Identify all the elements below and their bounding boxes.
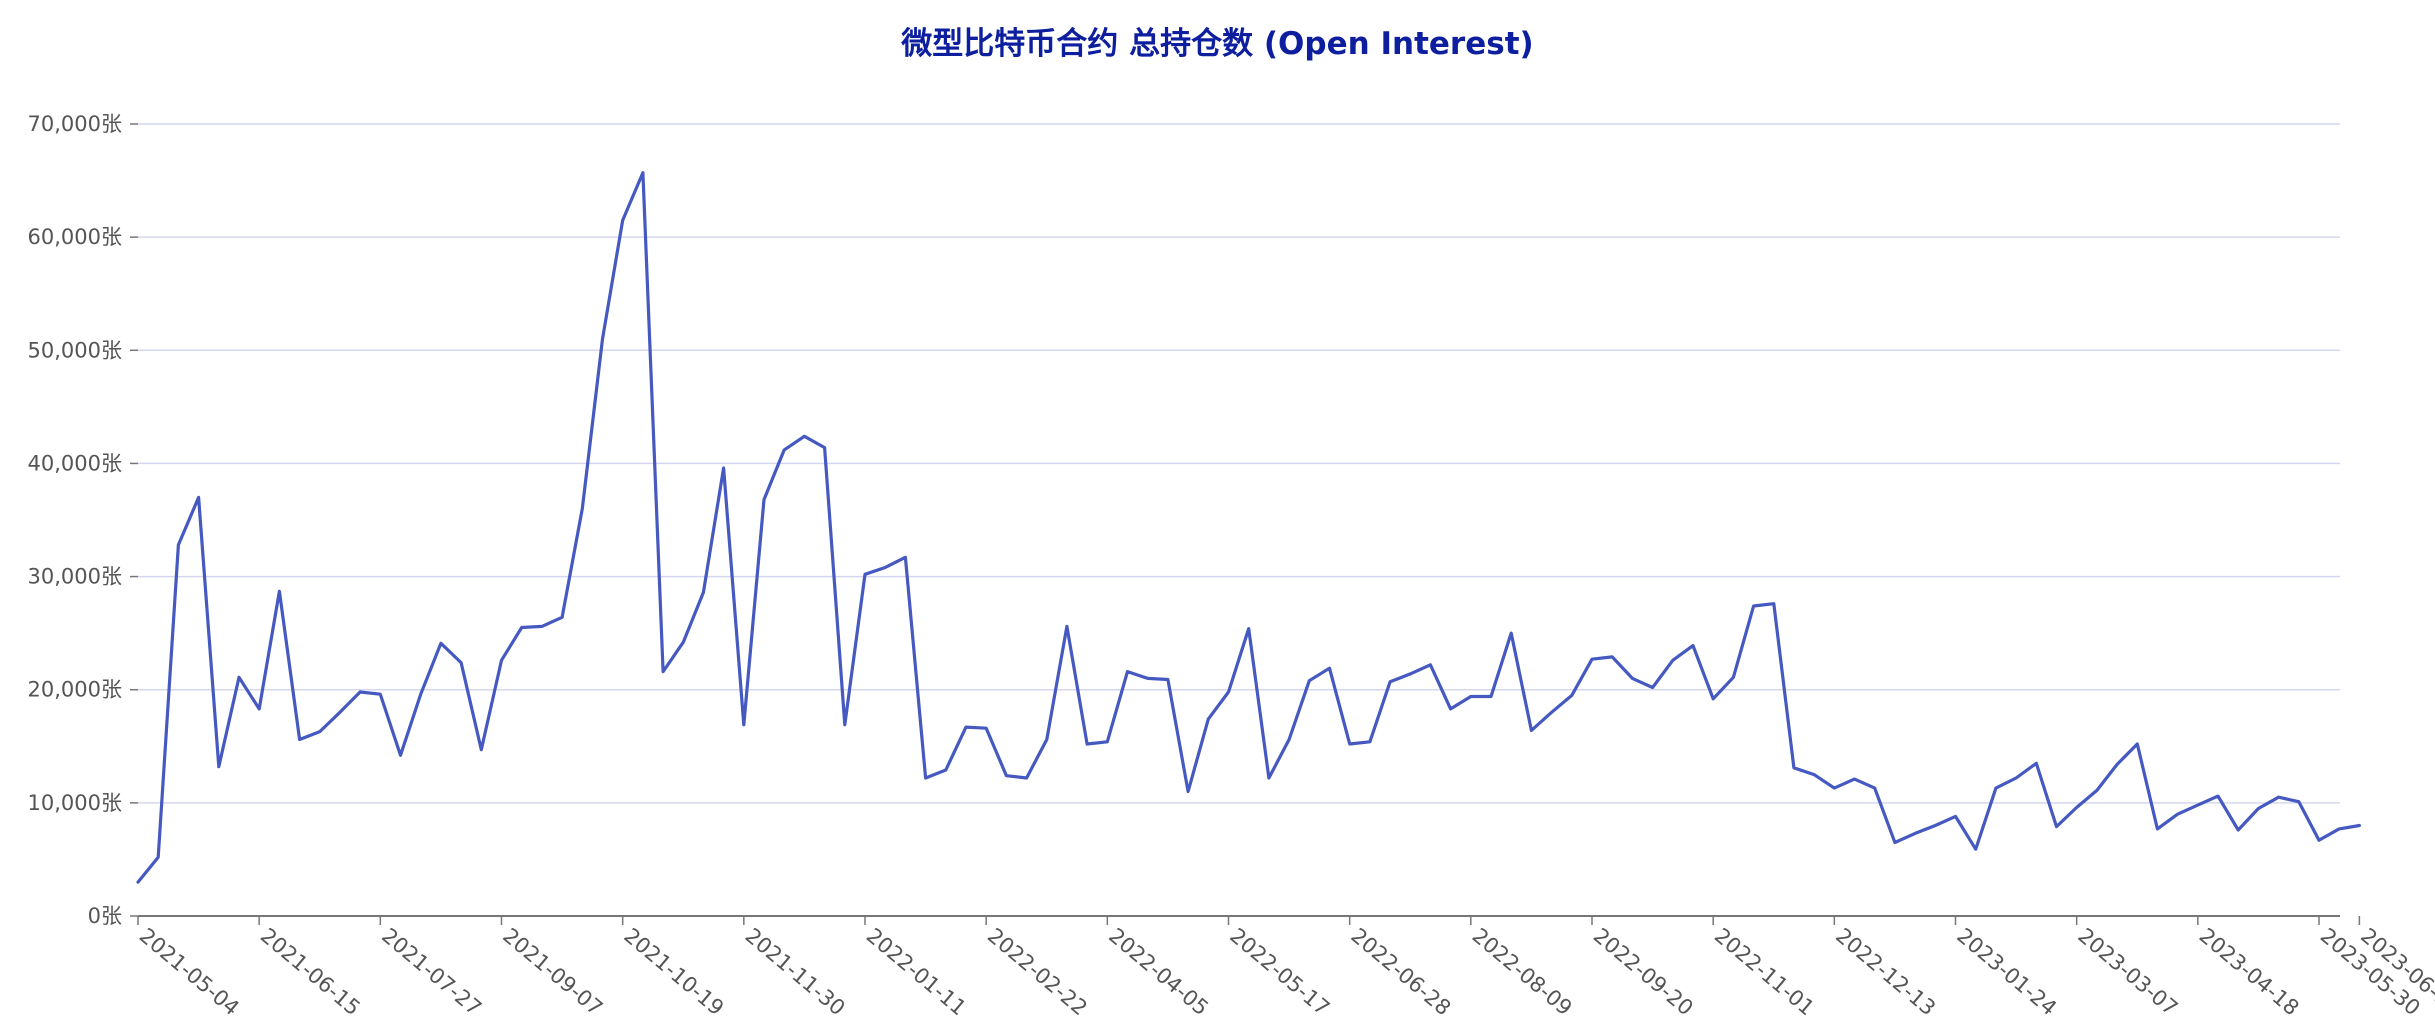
x-tick-label: 2022-09-20: [1589, 923, 1698, 1020]
y-tick-label: 0张: [88, 904, 122, 928]
x-tick-label: 2022-05-17: [1225, 923, 1334, 1020]
x-tick-label: 2022-06-28: [1346, 923, 1455, 1020]
x-tick-label: 2021-09-07: [498, 923, 607, 1020]
x-tick-label: 2021-10-19: [619, 923, 728, 1020]
x-tick-label: 2022-04-05: [1104, 923, 1213, 1020]
x-tick-label: 2023-03-07: [2073, 923, 2182, 1020]
series-line: [136, 171, 2361, 884]
y-tick-label: 60,000张: [28, 225, 122, 249]
x-tick-label: 2022-02-22: [983, 923, 1092, 1020]
x-tick-label: 2022-01-11: [862, 923, 971, 1020]
y-tick-label: 50,000张: [28, 338, 122, 362]
x-tick-label: 2022-11-01: [1710, 923, 1819, 1020]
x-tick-label: 2021-11-30: [741, 923, 850, 1020]
y-tick-label: 70,000张: [28, 112, 122, 136]
chart-title: 微型比特币合约 总持仓数 (Open Interest): [901, 26, 1534, 62]
x-tick-label: 2021-06-15: [256, 923, 365, 1020]
y-tick-label: 10,000张: [28, 791, 122, 815]
x-tick-label: 2021-05-04: [135, 923, 244, 1020]
y-tick-label: 20,000张: [28, 678, 122, 702]
x-tick-label: 2021-07-27: [377, 923, 486, 1020]
x-tick-label: 2023-04-18: [2195, 923, 2304, 1020]
x-tick-label: 2022-08-09: [1468, 923, 1577, 1020]
y-tick-label: 40,000张: [28, 451, 122, 475]
x-tick-label: 2023-01-24: [1952, 923, 2061, 1020]
y-tick-label: 30,000张: [28, 565, 122, 589]
x-tick-label: 2022-12-13: [1831, 923, 1940, 1020]
